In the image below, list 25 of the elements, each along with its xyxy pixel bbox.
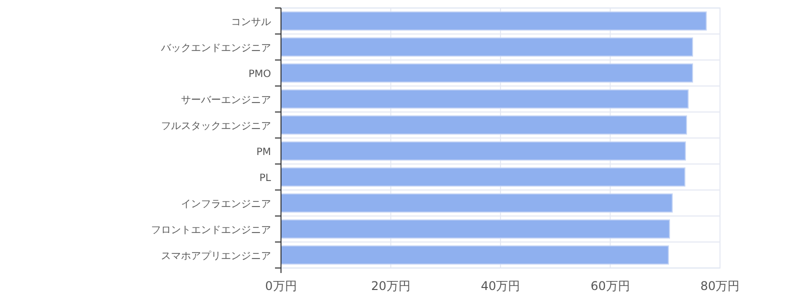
bar [280, 63, 694, 83]
y-tick-label: バックエンドエンジニア [160, 43, 271, 54]
bar [280, 37, 694, 57]
bar [280, 11, 707, 31]
y-tick-label: フロントエンドエンジニア [151, 225, 271, 236]
x-tick-label: 0万円 [265, 279, 297, 293]
y-tick-label: スマホアプリエンジニア [161, 250, 271, 262]
y-tick-label: コンサル [231, 17, 271, 28]
bar [280, 193, 673, 213]
y-tick-label: フルスタックエンジニア [161, 121, 271, 132]
x-tick-label: 60万円 [590, 279, 630, 293]
bar [280, 141, 686, 161]
x-tick-label: 20万円 [371, 279, 410, 293]
y-tick-label: PL [259, 173, 272, 184]
bar [280, 115, 688, 135]
bar [280, 89, 689, 109]
y-tick-label: サーバーエンジニア [181, 95, 271, 106]
bar [280, 167, 686, 187]
bar [280, 245, 669, 265]
x-tick-label: 40万円 [480, 279, 520, 293]
y-tick-label: インフラエンジニア [181, 199, 271, 210]
bar [280, 219, 670, 239]
y-tick-label: PMO [248, 69, 272, 80]
x-tick-label: 80万円 [700, 279, 740, 293]
y-tick-label: PM [256, 147, 271, 158]
